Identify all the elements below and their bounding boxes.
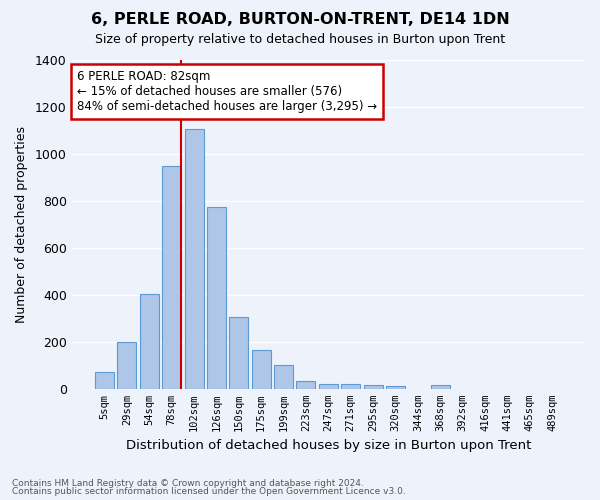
- Bar: [95, 372, 114, 389]
- Bar: [319, 384, 338, 389]
- Bar: [162, 166, 181, 389]
- Text: Contains HM Land Registry data © Crown copyright and database right 2024.: Contains HM Land Registry data © Crown c…: [12, 478, 364, 488]
- Bar: [296, 380, 316, 389]
- Text: Contains public sector information licensed under the Open Government Licence v3: Contains public sector information licen…: [12, 487, 406, 496]
- Bar: [229, 317, 248, 389]
- Bar: [431, 386, 450, 389]
- Bar: [251, 350, 271, 389]
- Bar: [364, 386, 383, 389]
- Text: 6 PERLE ROAD: 82sqm
← 15% of detached houses are smaller (576)
84% of semi-detac: 6 PERLE ROAD: 82sqm ← 15% of detached ho…: [77, 70, 377, 113]
- Bar: [207, 207, 226, 389]
- Bar: [386, 386, 405, 389]
- Bar: [140, 294, 159, 389]
- X-axis label: Distribution of detached houses by size in Burton upon Trent: Distribution of detached houses by size …: [125, 440, 531, 452]
- Bar: [185, 130, 203, 389]
- Y-axis label: Number of detached properties: Number of detached properties: [15, 126, 28, 323]
- Text: 6, PERLE ROAD, BURTON-ON-TRENT, DE14 1DN: 6, PERLE ROAD, BURTON-ON-TRENT, DE14 1DN: [91, 12, 509, 28]
- Bar: [341, 384, 360, 389]
- Bar: [274, 366, 293, 389]
- Bar: [118, 342, 136, 389]
- Text: Size of property relative to detached houses in Burton upon Trent: Size of property relative to detached ho…: [95, 32, 505, 46]
